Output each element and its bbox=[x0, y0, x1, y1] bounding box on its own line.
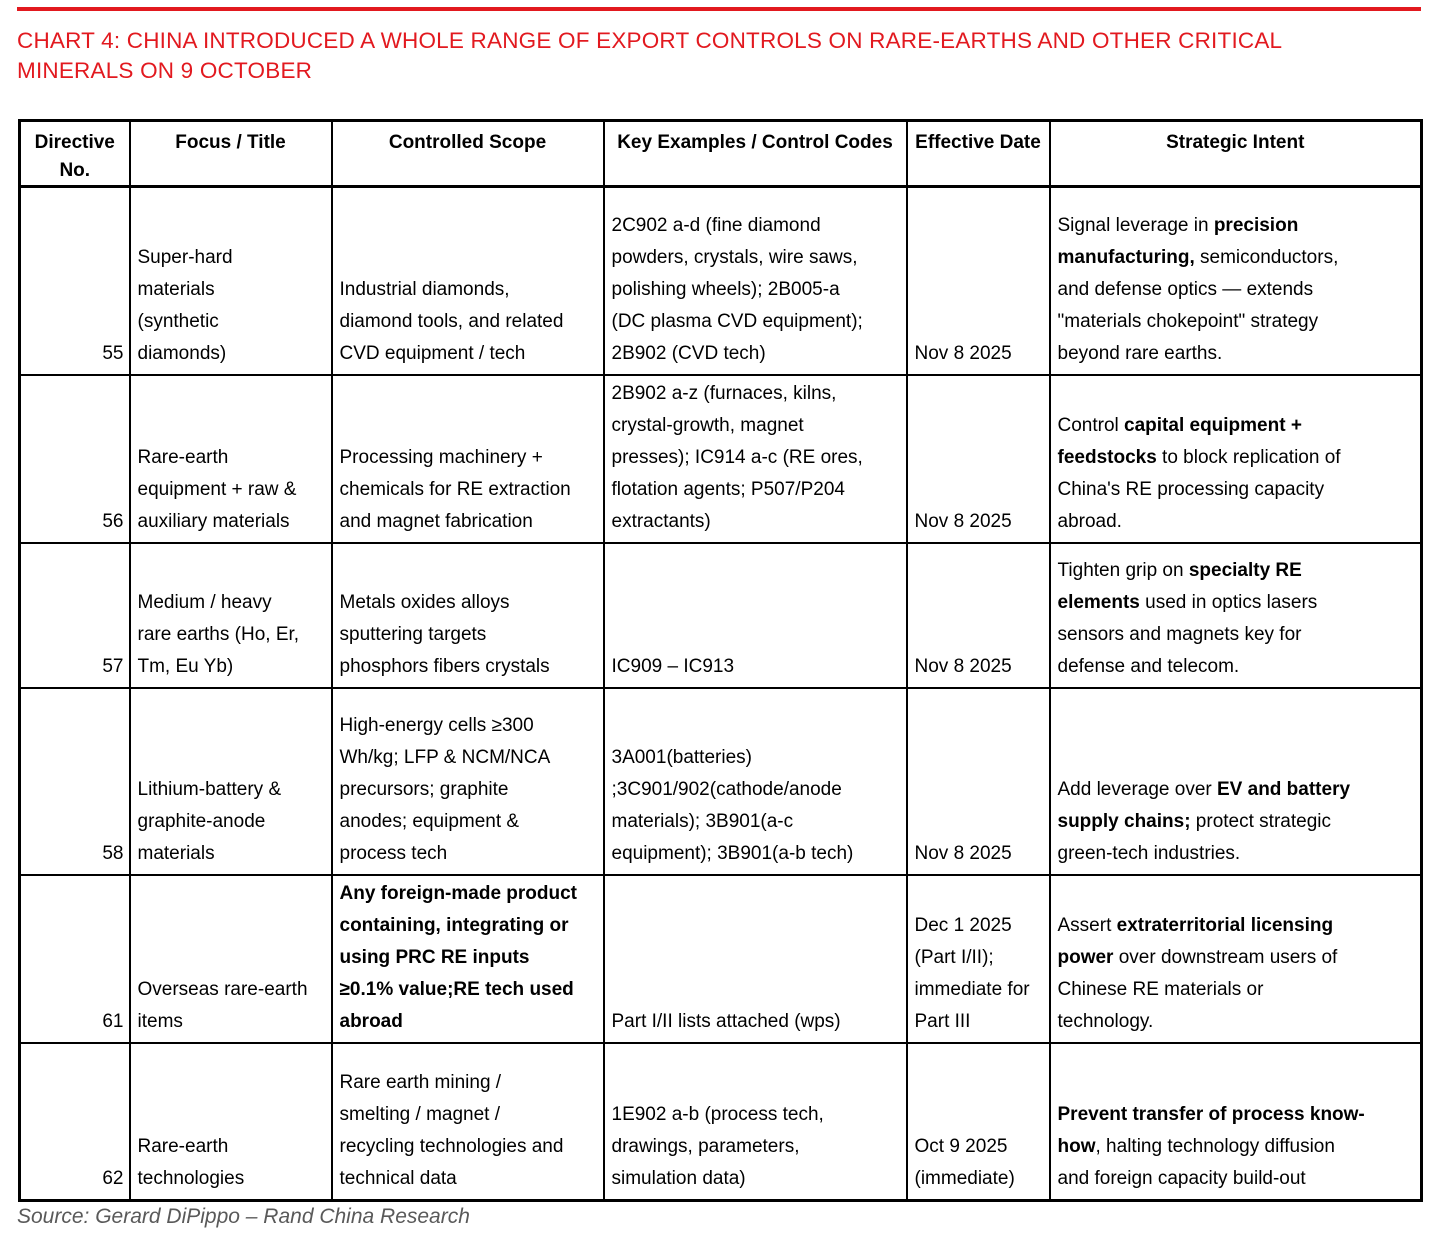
examples-cell: 2C902 a-d (fine diamond powders, crystal… bbox=[602, 185, 908, 376]
directive-cell: 57 bbox=[18, 541, 131, 689]
scope-cell: High-energy cells ≥300 Wh/kg; LFP & NCM/… bbox=[330, 686, 605, 876]
intent-cell: Tighten grip on specialty RE elements us… bbox=[1048, 541, 1423, 689]
date-cell: Dec 1 2025 (Part I/II); immediate for Pa… bbox=[905, 873, 1051, 1044]
column-header-key-examples: Key Examples / Control Codes bbox=[602, 119, 908, 188]
column-header-controlled-scope: Controlled Scope bbox=[330, 119, 605, 188]
focus-cell: Medium / heavy rare earths (Ho, Er, Tm, … bbox=[128, 541, 333, 689]
intent-cell: Add leverage over EV and battery supply … bbox=[1048, 686, 1423, 876]
examples-cell: 1E902 a-b (process tech, drawings, param… bbox=[602, 1041, 908, 1202]
column-header-strategic-intent: Strategic Intent bbox=[1048, 119, 1423, 188]
focus-cell: Rare-earth equipment + raw & auxiliary m… bbox=[128, 373, 333, 544]
scope-cell: Metals oxides alloys sputtering targets … bbox=[330, 541, 605, 689]
scope-cell: Any foreign-made product containing, int… bbox=[330, 873, 605, 1044]
table-row-directive-55: 55 Super-hard materials (synthetic diamo… bbox=[18, 185, 1423, 376]
column-header-effective-date: Effective Date bbox=[905, 119, 1051, 188]
scope-cell: Rare earth mining / smelting / magnet / … bbox=[330, 1041, 605, 1202]
scope-cell: Industrial diamonds, diamond tools, and … bbox=[330, 185, 605, 376]
directive-cell: 61 bbox=[18, 873, 131, 1044]
table-row-directive-56: 56 Rare-earth equipment + raw & auxiliar… bbox=[18, 373, 1423, 544]
directive-cell: 62 bbox=[18, 1041, 131, 1202]
intent-cell: Assert extraterritorial licensing power … bbox=[1048, 873, 1423, 1044]
focus-cell: Lithium-battery & graphite-anode materia… bbox=[128, 686, 333, 876]
intent-cell: Control capital equipment + feedstocks t… bbox=[1048, 373, 1423, 544]
date-cell: Nov 8 2025 bbox=[905, 373, 1051, 544]
focus-cell: Overseas rare-earth items bbox=[128, 873, 333, 1044]
source-note: Source: Gerard DiPippo – Rand China Rese… bbox=[17, 1205, 470, 1228]
directive-cell: 56 bbox=[18, 373, 131, 544]
examples-cell: 3A001(batteries) ;3C901/902(cathode/anod… bbox=[602, 686, 908, 876]
examples-cell: Part I/II lists attached (wps) bbox=[602, 873, 908, 1044]
top-rule-divider bbox=[17, 7, 1421, 11]
table-row-directive-58: 58 Lithium-battery & graphite-anode mate… bbox=[18, 686, 1423, 876]
intent-cell: Prevent transfer of process know- how, h… bbox=[1048, 1041, 1423, 1202]
date-cell: Oct 9 2025 (immediate) bbox=[905, 1041, 1051, 1202]
directive-cell: 55 bbox=[18, 185, 131, 376]
column-header-directive-no: Directive No. bbox=[18, 119, 131, 188]
focus-cell: Rare-earth technologies bbox=[128, 1041, 333, 1202]
focus-cell: Super-hard materials (synthetic diamonds… bbox=[128, 185, 333, 376]
date-cell: Nov 8 2025 bbox=[905, 541, 1051, 689]
date-cell: Nov 8 2025 bbox=[905, 185, 1051, 376]
export-controls-table: Directive No. Focus / Title Controlled S… bbox=[18, 119, 1423, 1202]
directive-cell: 58 bbox=[18, 686, 131, 876]
table-row-directive-61: 61 Overseas rare-earth items Any foreign… bbox=[18, 873, 1423, 1044]
examples-cell: 2B902 a-z (furnaces, kilns, crystal-grow… bbox=[602, 373, 908, 544]
chart-title: CHART 4: CHINA INTRODUCED A WHOLE RANGE … bbox=[17, 28, 1283, 83]
examples-cell: IC909 – IC913 bbox=[602, 541, 908, 689]
table-row-directive-57: 57 Medium / heavy rare earths (Ho, Er, T… bbox=[18, 541, 1423, 689]
date-cell: Nov 8 2025 bbox=[905, 686, 1051, 876]
intent-cell: Signal leverage in precision manufacturi… bbox=[1048, 185, 1423, 376]
table-row-directive-62: 62 Rare-earth technologies Rare earth mi… bbox=[18, 1041, 1423, 1202]
scope-cell: Processing machinery + chemicals for RE … bbox=[330, 373, 605, 544]
header-row: Directive No. Focus / Title Controlled S… bbox=[18, 119, 1423, 188]
column-header-focus-title: Focus / Title bbox=[128, 119, 333, 188]
